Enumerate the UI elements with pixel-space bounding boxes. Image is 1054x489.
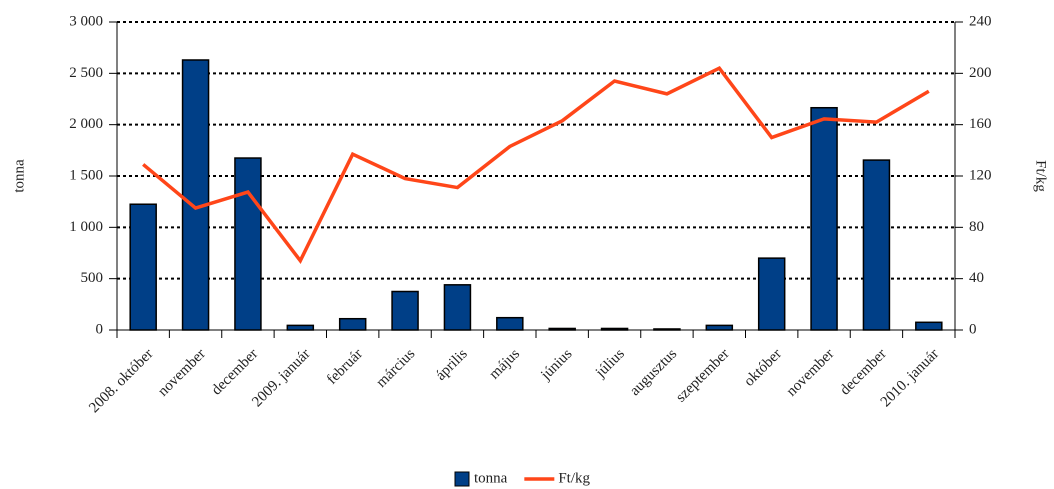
bar bbox=[496, 316, 524, 331]
bar bbox=[810, 106, 838, 331]
bar bbox=[915, 321, 943, 331]
x-tick-label: szeptember bbox=[673, 346, 733, 406]
x-tick-label: július bbox=[592, 346, 628, 382]
x-tick-label: október bbox=[741, 346, 785, 390]
bar bbox=[286, 324, 315, 331]
x-tick-label: december bbox=[209, 346, 262, 399]
y2-tick-label: 120 bbox=[969, 167, 992, 183]
x-tick-label: augusztus bbox=[627, 346, 680, 399]
bar bbox=[391, 290, 419, 331]
bar bbox=[234, 157, 262, 331]
y2-tick-label: 40 bbox=[969, 270, 984, 286]
y2-tick-label: 80 bbox=[969, 219, 984, 235]
y-tick-label: 2 000 bbox=[69, 116, 103, 132]
y-tick-label: 0 bbox=[96, 321, 104, 337]
y-tick-label: 1 500 bbox=[69, 167, 103, 183]
bar bbox=[862, 159, 891, 331]
x-tick-label: május bbox=[486, 346, 523, 383]
legend-label: Ft/kg bbox=[558, 470, 590, 486]
y-tick-label: 3 000 bbox=[69, 13, 103, 29]
x-tick-label: június bbox=[537, 346, 575, 384]
y-tick-label: 2 500 bbox=[69, 65, 103, 81]
x-tick-label: március bbox=[373, 346, 418, 391]
y2-tick-label: 200 bbox=[969, 65, 992, 81]
x-tick-label: december bbox=[837, 346, 890, 399]
bar bbox=[181, 59, 210, 331]
legend-swatch bbox=[454, 471, 470, 487]
y2-tick-label: 0 bbox=[969, 321, 977, 337]
bar bbox=[129, 203, 157, 331]
bar bbox=[653, 328, 681, 331]
legend-label: tonna bbox=[474, 470, 508, 486]
x-tick-label: február bbox=[324, 346, 366, 388]
y-tick-label: 1 000 bbox=[69, 219, 103, 235]
x-tick-label: 2008. október bbox=[86, 346, 156, 416]
x-tick-label: április bbox=[433, 346, 471, 384]
y2-axis-label: Ft/kg bbox=[1033, 160, 1049, 192]
x-tick-label: november bbox=[784, 346, 838, 400]
y2-tick-label: 160 bbox=[969, 116, 992, 132]
y-tick-label: 500 bbox=[81, 270, 104, 286]
x-tick-label: november bbox=[155, 346, 209, 400]
line bbox=[142, 65, 930, 265]
bar bbox=[443, 284, 472, 331]
bar bbox=[548, 327, 576, 331]
y2-tick-label: 240 bbox=[969, 13, 992, 29]
bar bbox=[600, 327, 629, 331]
bar bbox=[705, 324, 734, 331]
bar bbox=[338, 317, 367, 331]
bar bbox=[757, 257, 786, 331]
y-axis-label: tonna bbox=[11, 159, 27, 193]
